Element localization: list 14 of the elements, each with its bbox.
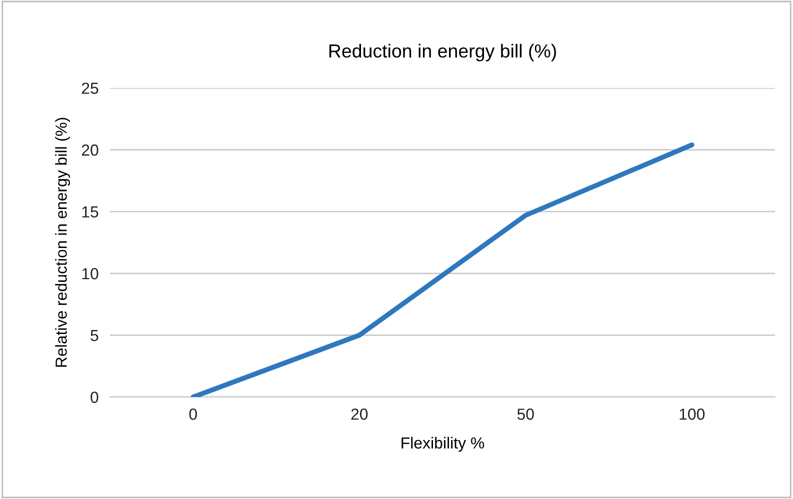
x-tick-label: 50 bbox=[517, 408, 534, 420]
line-series bbox=[190, 142, 694, 397]
y-tick-label: 25 bbox=[82, 82, 98, 94]
y-tick-label: 5 bbox=[90, 330, 98, 342]
y-tick-label: 20 bbox=[82, 144, 98, 156]
chart-title: Reduction in energy bill (%) bbox=[329, 44, 556, 62]
x-axis-title: Flexibility % bbox=[402, 436, 484, 452]
x-tick-label: 0 bbox=[189, 408, 197, 420]
y-axis-title: Relative reduction in energy bill (%) bbox=[55, 118, 70, 367]
y-tick-label: 10 bbox=[82, 268, 98, 280]
y-tick-label: 0 bbox=[90, 392, 98, 403]
y-tick-label: 15 bbox=[82, 206, 98, 218]
x-tick-label: 100 bbox=[680, 408, 705, 420]
x-tick-label: 20 bbox=[351, 408, 368, 420]
